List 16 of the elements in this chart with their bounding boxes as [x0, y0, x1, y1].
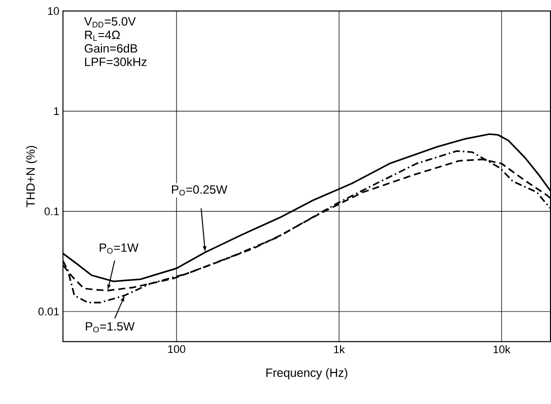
y-tick-label: 10	[48, 7, 59, 16]
annotation: R$_{L}$=4Ω	[85, 30, 120, 42]
annotation: LPF=30kHz	[85, 58, 146, 66]
x-tick-label: 10k	[494, 345, 510, 354]
annotation: P$_{O}$=1.5W	[86, 322, 135, 333]
annotation: P$_{O}$=0.25W	[172, 185, 228, 196]
x-axis-title: Frequency (Hz)	[266, 368, 348, 380]
x-tick-label: 100	[168, 345, 186, 354]
x-tick-label: 1k	[334, 345, 345, 354]
annotation: Gain=6dB	[84, 44, 138, 53]
y-tick-label: 0.01	[38, 308, 59, 316]
annotation: P$_{O}$=1W	[100, 244, 138, 254]
y-tick-label: 1	[54, 108, 59, 116]
annotation: V$_{DD}$=5.0V	[84, 17, 136, 28]
y-tick-label: 0.1	[44, 208, 59, 216]
y-axis-title: THD+N (%)	[26, 146, 38, 208]
